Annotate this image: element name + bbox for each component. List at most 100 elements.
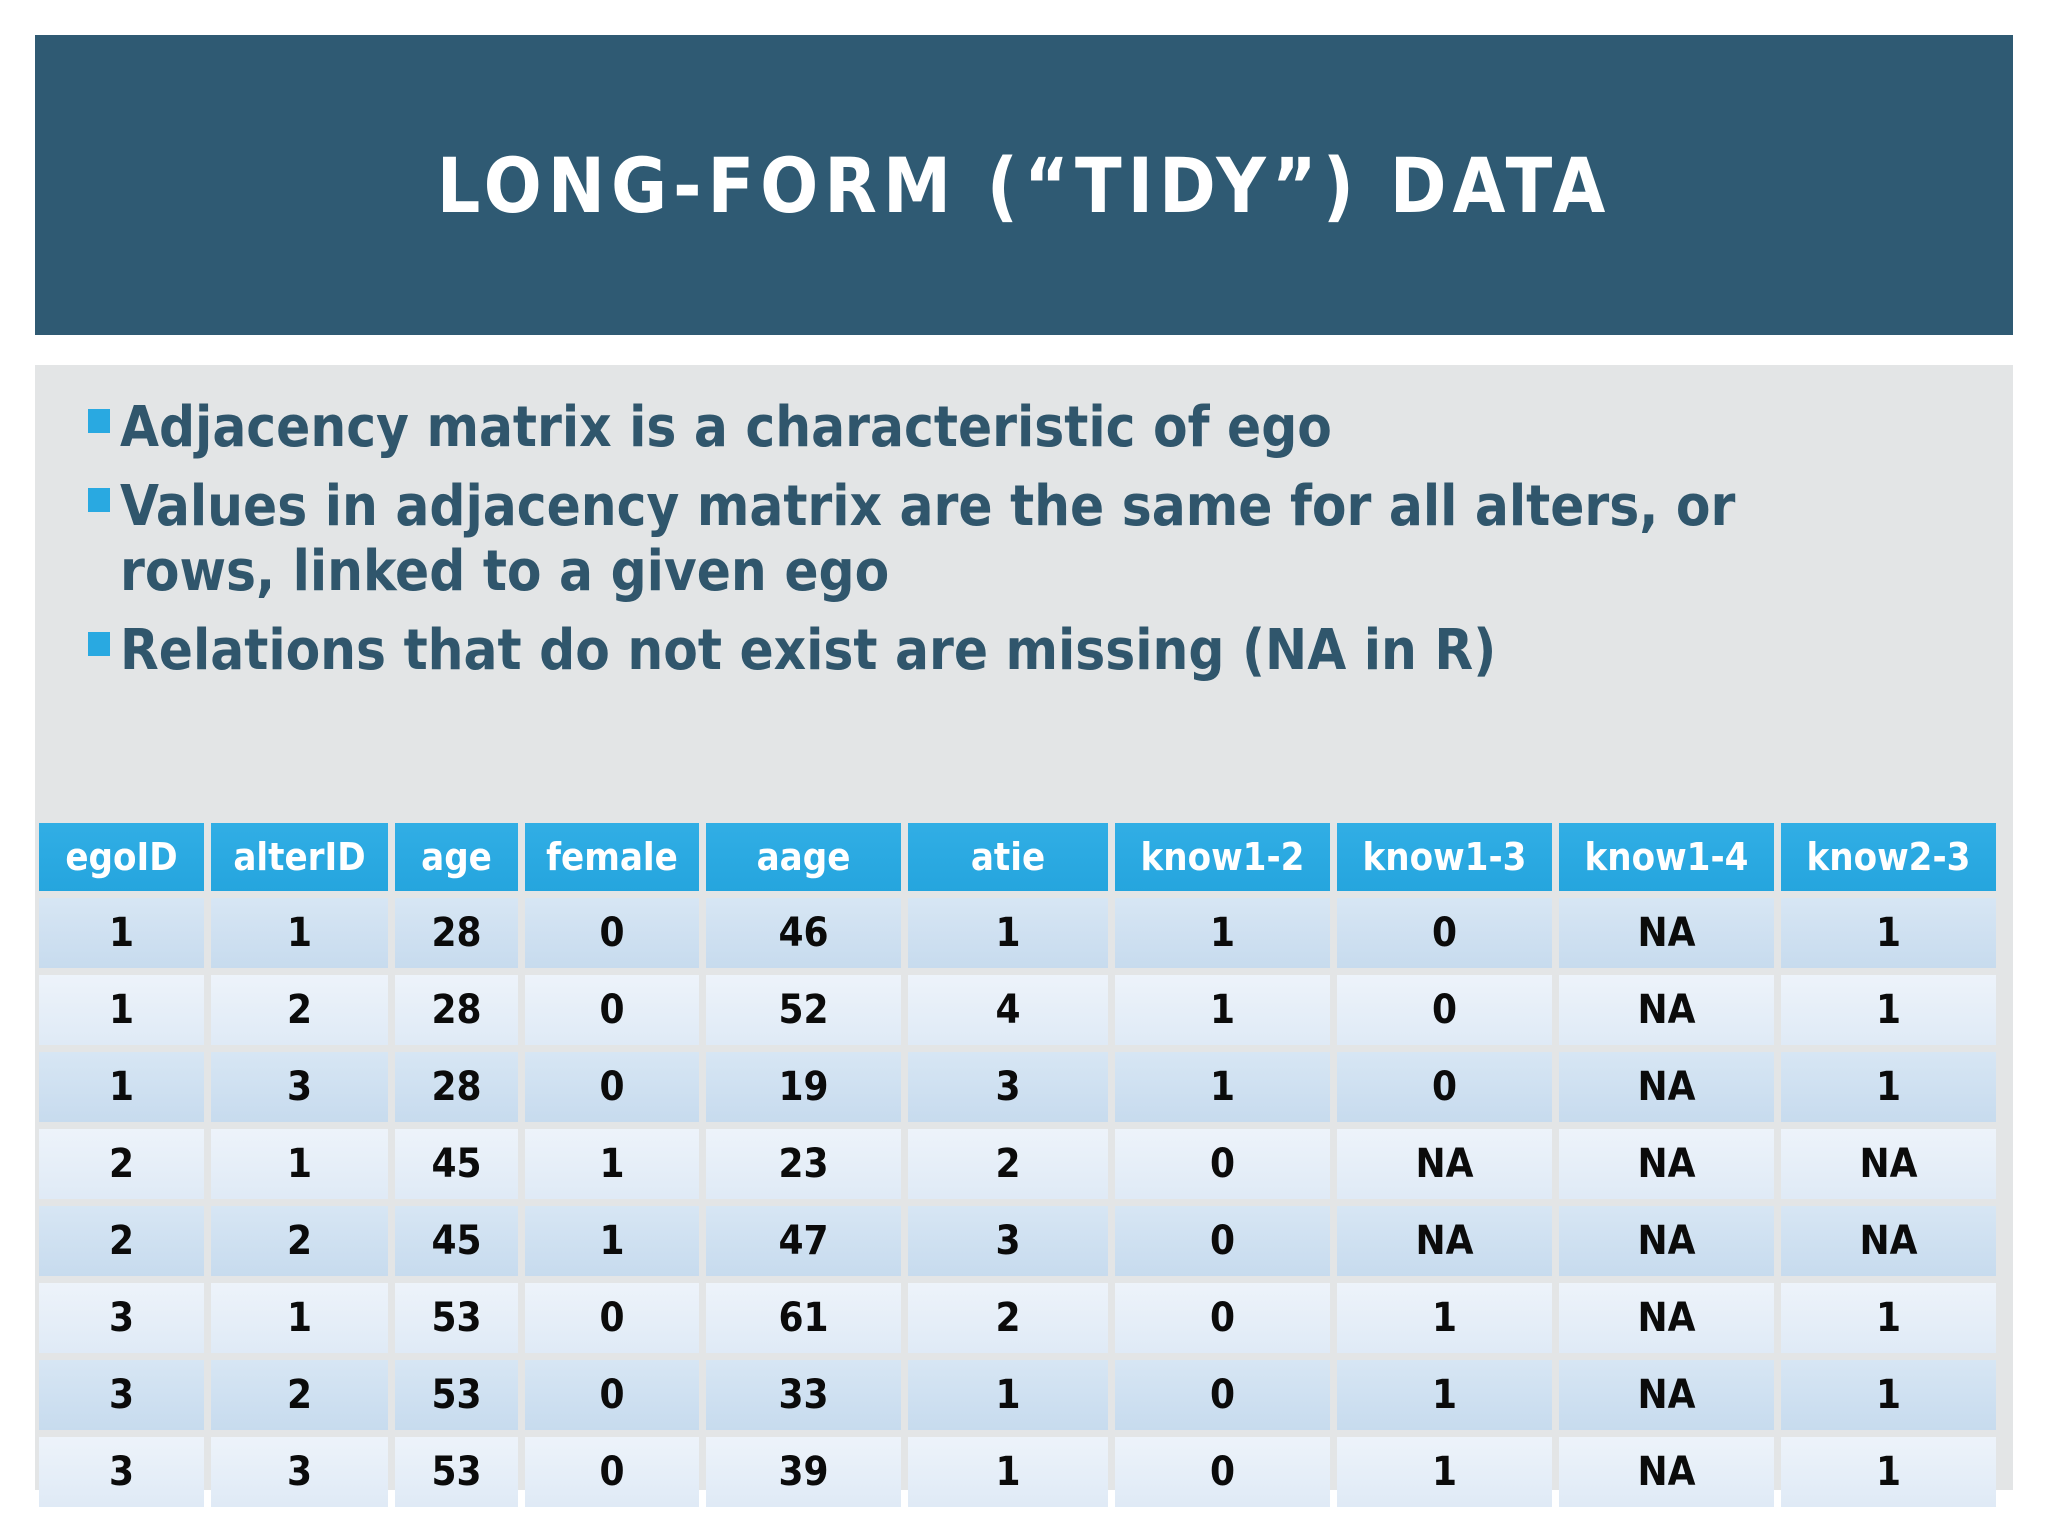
table-cell: NA <box>1559 898 1774 968</box>
column-header: know1-3 <box>1337 823 1552 891</box>
table-cell: 2 <box>908 1129 1108 1199</box>
table-cell: 28 <box>395 898 518 968</box>
table-cell: 1 <box>211 1283 388 1353</box>
table-cell: 0 <box>525 1283 699 1353</box>
table-row: 1 2 28 0 52 4 1 0 NA 1 <box>39 975 1996 1045</box>
table-cell: NA <box>1337 1206 1552 1276</box>
column-header: age <box>395 823 518 891</box>
table-cell: 1 <box>39 898 204 968</box>
table-cell: 0 <box>1115 1283 1330 1353</box>
table-cell: 45 <box>395 1206 518 1276</box>
table-cell: 0 <box>1115 1360 1330 1430</box>
table-cell: 0 <box>1337 1052 1552 1122</box>
column-header: atie <box>908 823 1108 891</box>
table-cell: NA <box>1781 1206 1996 1276</box>
table-cell: 1 <box>1115 975 1330 1045</box>
table-row: 3 1 53 0 61 2 0 1 NA 1 <box>39 1283 1996 1353</box>
table-cell: 1 <box>39 975 204 1045</box>
table-cell: 1 <box>1337 1360 1552 1430</box>
table-cell: 47 <box>706 1206 901 1276</box>
table-cell: 1 <box>1781 898 1996 968</box>
table-cell: NA <box>1559 1437 1774 1507</box>
table-cell: 1 <box>908 1437 1108 1507</box>
table-row: 2 2 45 1 47 3 0 NA NA NA <box>39 1206 1996 1276</box>
table-cell: 53 <box>395 1437 518 1507</box>
column-header: aage <box>706 823 901 891</box>
table-cell: 1 <box>1115 898 1330 968</box>
table-cell: 3 <box>211 1437 388 1507</box>
table-header-row: egoID alterID age female aage atie know1… <box>39 823 1996 891</box>
table-row: 1 3 28 0 19 3 1 0 NA 1 <box>39 1052 1996 1122</box>
table-cell: NA <box>1559 1360 1774 1430</box>
table-cell: 33 <box>706 1360 901 1430</box>
table-cell: 0 <box>525 1437 699 1507</box>
table-cell: 19 <box>706 1052 901 1122</box>
table-cell: 2 <box>211 975 388 1045</box>
table-cell: 3 <box>39 1283 204 1353</box>
table-cell: 45 <box>395 1129 518 1199</box>
table-cell: 3 <box>39 1437 204 1507</box>
table-cell: 1 <box>525 1206 699 1276</box>
table-row: 1 1 28 0 46 1 1 0 NA 1 <box>39 898 1996 968</box>
table-cell: 2 <box>39 1129 204 1199</box>
column-header: know1-2 <box>1115 823 1330 891</box>
table-cell: 52 <box>706 975 901 1045</box>
table-cell: 0 <box>1337 898 1552 968</box>
column-header: know1-4 <box>1559 823 1774 891</box>
table-cell: 2 <box>39 1206 204 1276</box>
slide-title: LONG-FORM (“TIDY”) DATA <box>436 140 1612 230</box>
table-cell: 1 <box>39 1052 204 1122</box>
table-cell: 3 <box>908 1052 1108 1122</box>
title-banner: LONG-FORM (“TIDY”) DATA <box>35 35 2013 335</box>
table-cell: NA <box>1559 1129 1774 1199</box>
table-cell: NA <box>1559 975 1774 1045</box>
table-cell: 3 <box>908 1206 1108 1276</box>
table-cell: 4 <box>908 975 1108 1045</box>
bullet-text: Values in adjacency matrix are the same … <box>120 473 1736 605</box>
table-cell: 0 <box>525 898 699 968</box>
bullet-text: Adjacency matrix is a characteristic of … <box>120 395 1332 460</box>
column-header: alterID <box>211 823 388 891</box>
table-cell: 3 <box>39 1360 204 1430</box>
bullet-square-icon <box>88 487 110 512</box>
table-cell: 0 <box>1337 975 1552 1045</box>
table-cell: 1 <box>1337 1437 1552 1507</box>
bullet-square-icon <box>88 409 110 433</box>
bullet-text: Relations that do not exist are missing … <box>120 617 1497 683</box>
table-cell: 23 <box>706 1129 901 1199</box>
table-cell: 1 <box>1781 1283 1996 1353</box>
table-cell: NA <box>1337 1129 1552 1199</box>
bullet-item: Adjacency matrix is a characteristic of … <box>88 395 1740 461</box>
table-cell: NA <box>1559 1283 1774 1353</box>
table-cell: 28 <box>395 1052 518 1122</box>
table-cell: 1 <box>211 898 388 968</box>
column-header: know2-3 <box>1781 823 1996 891</box>
table-cell: 1 <box>908 1360 1108 1430</box>
bullet-item: Values in adjacency matrix are the same … <box>88 474 1740 605</box>
table-cell: NA <box>1781 1129 1996 1199</box>
table-cell: 0 <box>1115 1206 1330 1276</box>
table-cell: 0 <box>1115 1129 1330 1199</box>
column-header: egoID <box>39 823 204 891</box>
bullet-item: Relations that do not exist are missing … <box>88 618 1740 684</box>
table-cell: 61 <box>706 1283 901 1353</box>
table-cell: 1 <box>1115 1052 1330 1122</box>
table-cell: 3 <box>211 1052 388 1122</box>
table-cell: NA <box>1559 1052 1774 1122</box>
table-cell: NA <box>1559 1206 1774 1276</box>
table-cell: 1 <box>1337 1283 1552 1353</box>
bullet-square-icon <box>88 631 110 656</box>
table-cell: 0 <box>1115 1437 1330 1507</box>
table-cell: 0 <box>525 1052 699 1122</box>
table-cell: 28 <box>395 975 518 1045</box>
table-cell: 2 <box>211 1206 388 1276</box>
table-cell: 2 <box>908 1283 1108 1353</box>
table-row: 2 1 45 1 23 2 0 NA NA NA <box>39 1129 1996 1199</box>
table-row: 3 3 53 0 39 1 0 1 NA 1 <box>39 1437 1996 1507</box>
table-cell: 1 <box>1781 1052 1996 1122</box>
table-cell: 0 <box>525 975 699 1045</box>
table-cell: 53 <box>395 1360 518 1430</box>
table-cell: 1 <box>908 898 1108 968</box>
data-table: egoID alterID age female aage atie know1… <box>32 816 2003 1514</box>
